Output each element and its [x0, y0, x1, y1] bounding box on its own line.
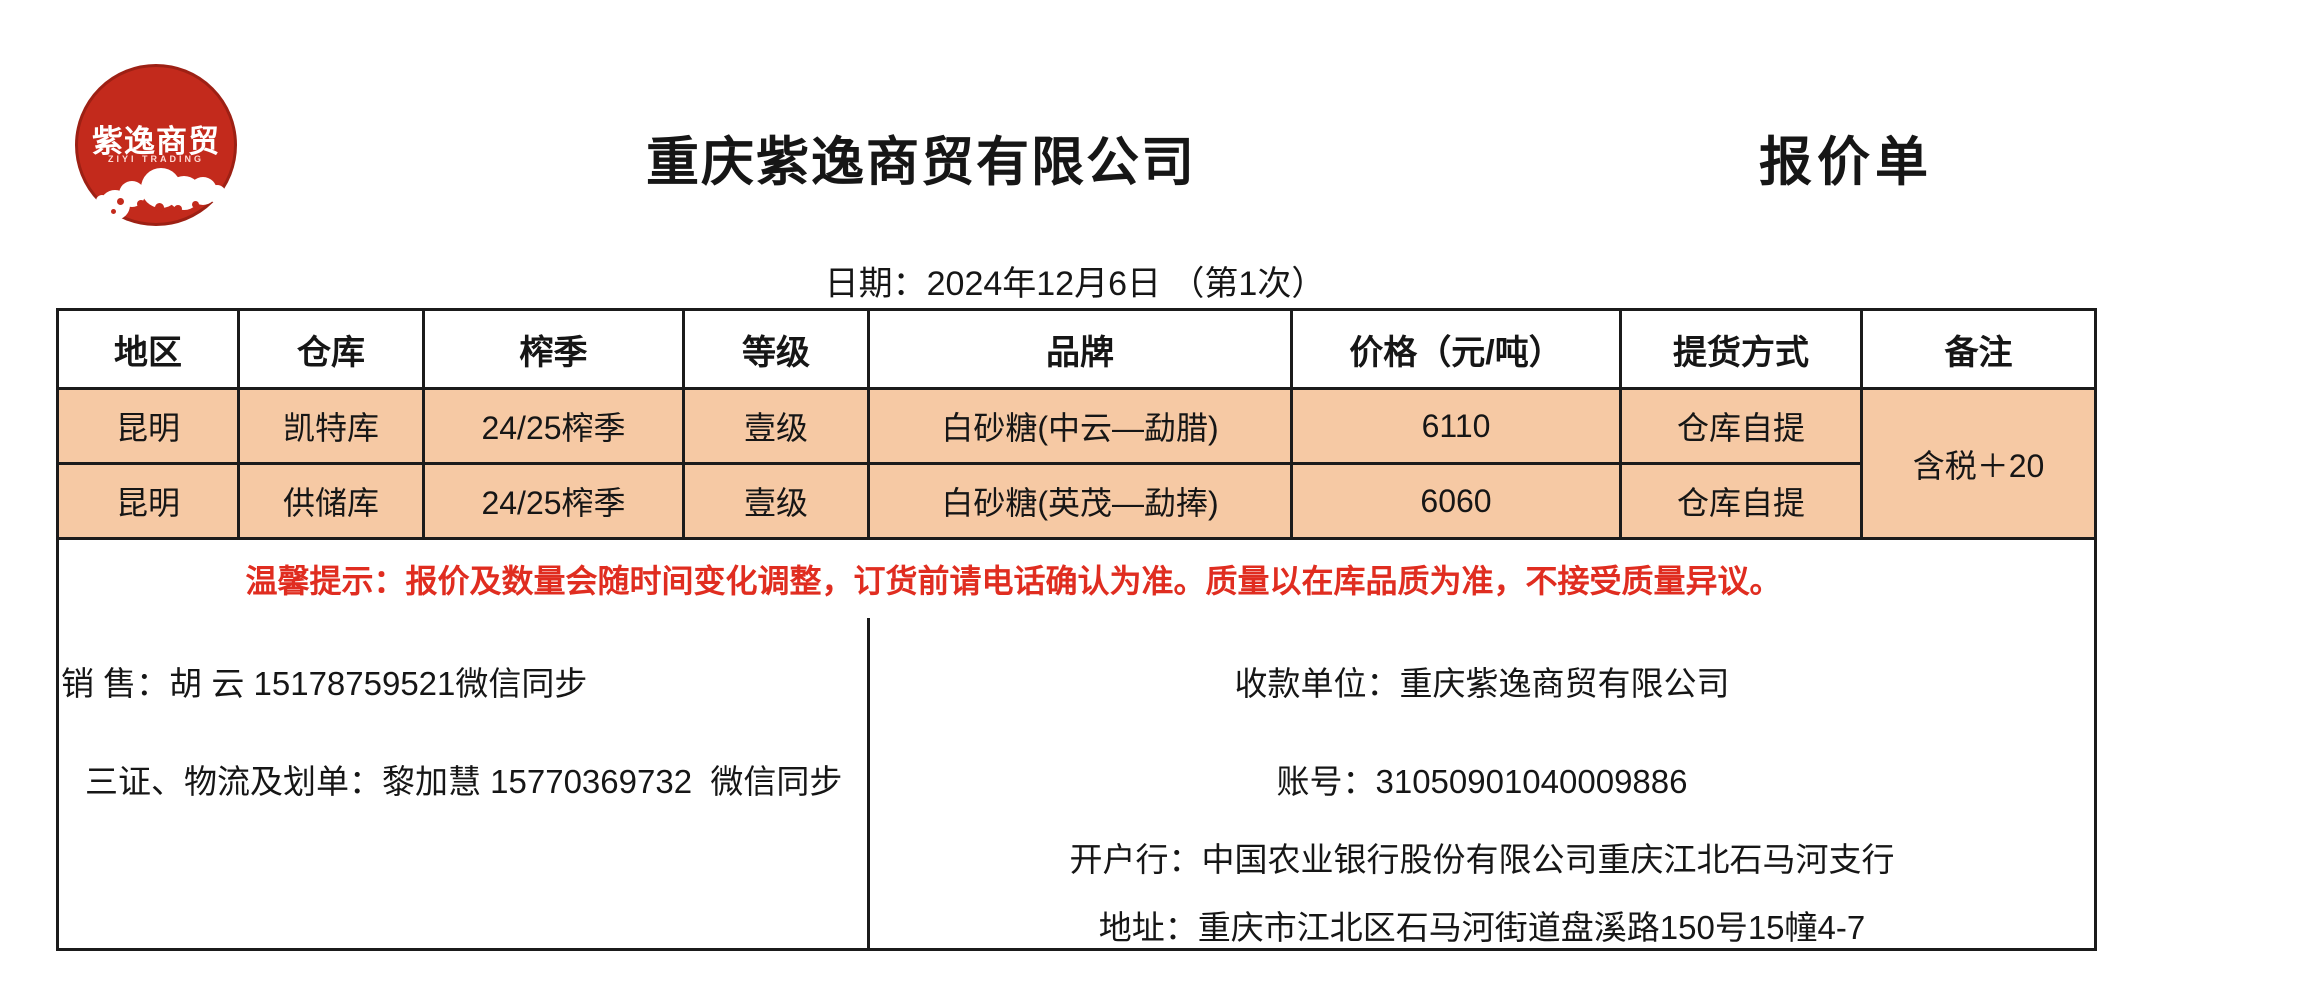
cell-season: 24/25榨季	[422, 462, 685, 540]
logo-company-name: 紫逸商贸	[92, 124, 220, 159]
cell-region: 昆明	[56, 387, 240, 465]
col-header-remark: 备注	[1860, 308, 2097, 390]
notice-text: 温馨提示：报价及数量会随时间变化调整，订货前请电话确认为准。质量以在库品质为准，…	[56, 537, 2097, 618]
col-header-grade: 等级	[682, 308, 870, 390]
sales-contact-line: 销 售：胡 云 15178759521微信同步	[61, 665, 588, 702]
cell-pickup: 仓库自提	[1619, 387, 1863, 465]
col-header-region: 地区	[56, 308, 240, 390]
table-header-row: 地区 仓库 榨季 等级 品牌 价格（元/吨） 提货方式 备注	[56, 308, 2097, 390]
cell-grade: 壹级	[682, 462, 870, 540]
notice-row: 温馨提示：报价及数量会随时间变化调整，订货前请电话确认为准。质量以在库品质为准，…	[56, 537, 2097, 618]
cell-grade: 壹级	[682, 387, 870, 465]
payment-info-cell: 收款单位：重庆紫逸商贸有限公司 账号：31050901040009886 开户行…	[867, 618, 2097, 951]
cell-brand: 白砂糖(中云—勐腊)	[867, 387, 1293, 465]
contact-left-cell: 销 售：胡 云 15178759521微信同步 三证、物流及划单：黎加慧 157…	[56, 618, 870, 951]
table-row: 昆明 凯特库 24/25榨季 壹级 白砂糖(中云—勐腊) 6110 仓库自提 含…	[56, 387, 2097, 540]
account-number-line: 账号：31050901040009886	[1276, 763, 1688, 800]
cell-warehouse: 凯特库	[237, 387, 425, 465]
col-header-price: 价格（元/吨）	[1290, 308, 1622, 390]
table-row: 昆明 供储库 24/25榨季 壹级 白砂糖(英茂—勐捧) 6060 仓库自提	[56, 462, 2096, 540]
bank-line: 开户行：中国农业银行股份有限公司重庆江北石马河支行	[1069, 841, 1895, 878]
payee-line: 收款单位：重庆紫逸商贸有限公司	[1234, 665, 1730, 702]
cell-region: 昆明	[56, 462, 240, 540]
document-type-title: 报价单	[1759, 133, 1933, 192]
col-header-warehouse: 仓库	[237, 308, 425, 390]
address-line: 地址：重庆市江北区石马河街道盘溪路150号15幢4-7	[1098, 909, 1866, 946]
cell-season: 24/25榨季	[422, 387, 685, 465]
cell-price: 6060	[1290, 462, 1622, 540]
col-header-season: 榨季	[422, 308, 685, 390]
col-header-pickup: 提货方式	[1619, 308, 1863, 390]
col-header-brand: 品牌	[867, 308, 1293, 390]
cell-warehouse: 供储库	[237, 462, 425, 540]
cell-pickup: 仓库自提	[1619, 462, 1863, 540]
price-table: 地区 仓库 榨季 等级 品牌 价格（元/吨） 提货方式 备注 昆明 凯特库 24…	[56, 308, 2097, 951]
date-line: 日期：2024年12月6日 （第1次）	[824, 265, 1326, 303]
contact-row: 销 售：胡 云 15178759521微信同步 三证、物流及划单：黎加慧 157…	[56, 618, 2097, 951]
cell-brand: 白砂糖(英茂—勐捧)	[867, 462, 1293, 540]
cell-price: 6110	[1290, 387, 1622, 465]
cell-remark-merged: 含税＋20	[1860, 387, 2097, 540]
logistics-contact-line: 三证、物流及划单：黎加慧 15770369732 微信同步	[85, 763, 843, 800]
page-title: 重庆紫逸商贸有限公司	[646, 133, 1196, 192]
logo-company-name-en: ZIYI TRADING	[108, 154, 204, 164]
company-logo: 紫逸商贸 ZIYI TRADING	[75, 64, 243, 234]
